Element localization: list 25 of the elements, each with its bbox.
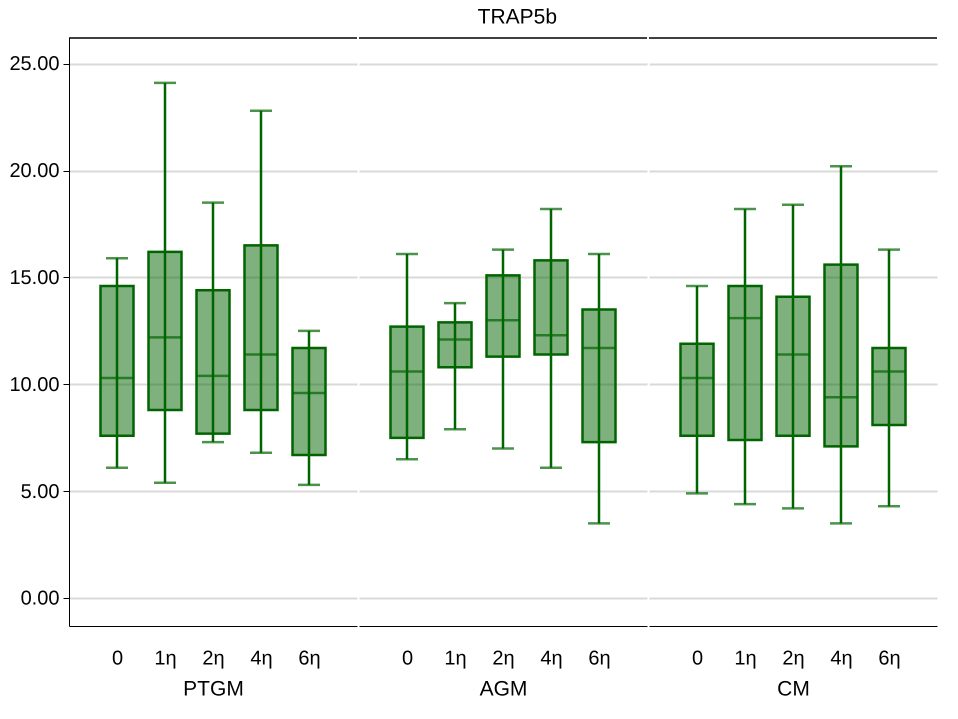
y-tick-label: 5.00	[20, 480, 60, 503]
x-tick-label: 6η	[588, 648, 611, 670]
x-tick-label: 4η	[540, 648, 563, 670]
x-tick-label: 6η	[878, 648, 901, 670]
x-tick-label: 0	[692, 648, 704, 670]
y-tick-label: 15.00	[9, 266, 60, 289]
x-tick-label: 6η	[298, 648, 321, 670]
x-tick-label: 2η	[782, 648, 805, 670]
x-tick-label: 1η	[154, 648, 177, 670]
x-axis-title: AGM	[480, 678, 528, 700]
x-tick-label: 0	[402, 648, 414, 670]
y-tick-label: 25.00	[9, 53, 60, 76]
x-axis-title: PTGM	[183, 678, 244, 700]
x-tick-label: 4η	[830, 648, 853, 670]
y-tick-label: 0.00	[20, 588, 60, 610]
x-axis-title: CM	[777, 678, 810, 700]
x-tick-label: 0	[112, 648, 124, 670]
y-tick-label: 10.00	[9, 374, 60, 396]
x-tick-label: 1η	[444, 648, 467, 670]
x-tick-label: 2η	[492, 648, 515, 670]
x-tick-label: 2η	[202, 648, 225, 670]
x-tick-label: 1η	[734, 648, 757, 670]
y-tick-label: 20.00	[9, 160, 60, 182]
chart-title: TRAP5b	[478, 5, 558, 28]
x-tick-label: 4η	[250, 648, 273, 670]
